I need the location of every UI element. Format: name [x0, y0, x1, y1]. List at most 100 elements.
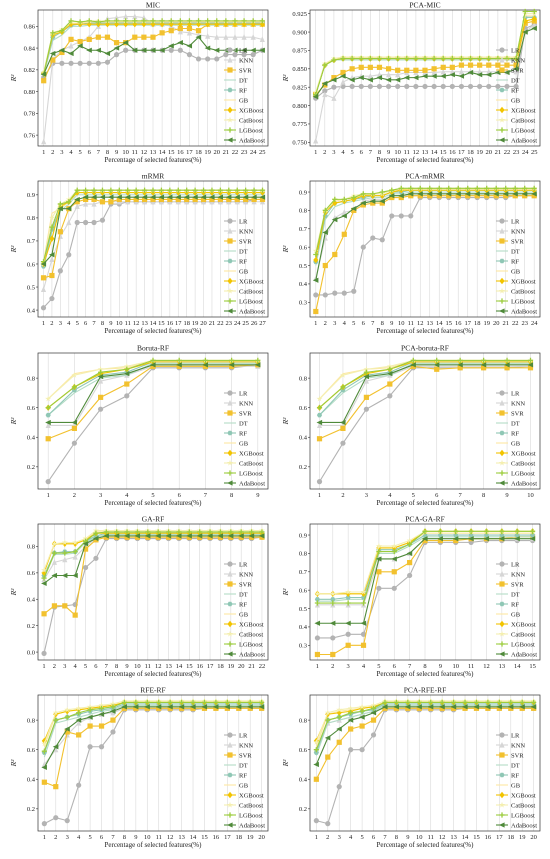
data-point [99, 217, 106, 223]
legend-label: DT [511, 591, 520, 598]
data-point [192, 187, 198, 193]
data-point [165, 533, 172, 539]
data-point [331, 95, 337, 101]
data-point [250, 47, 256, 53]
data-point [413, 67, 419, 73]
data-point [121, 705, 128, 711]
data-point [241, 47, 247, 53]
data-point [150, 187, 156, 193]
legend-marker [499, 410, 505, 416]
x-axis-label: Percentage of selected features(%) [105, 670, 203, 678]
data-point [512, 185, 518, 191]
legend-marker [499, 791, 505, 799]
data-point [483, 536, 490, 542]
data-point [212, 704, 219, 710]
data-point [93, 555, 99, 561]
data-point [166, 194, 173, 200]
legend-label: LR [239, 561, 248, 568]
data-point [340, 440, 346, 446]
data-point [71, 419, 77, 426]
data-point [201, 704, 208, 710]
data-point [484, 193, 490, 199]
x-tick-label: 1 [42, 149, 45, 156]
data-point [391, 544, 397, 552]
legend-label: LGBoost [511, 127, 535, 134]
data-point [241, 52, 247, 58]
series-line [319, 365, 531, 440]
data-point [480, 362, 487, 368]
legend-label: LR [511, 47, 520, 54]
data-point [255, 357, 261, 363]
data-point [345, 595, 351, 600]
x-tick-label: 2 [323, 149, 326, 156]
chart-title: PCA-MIC [409, 1, 440, 10]
data-point [184, 196, 190, 203]
x-tick-label: 18 [474, 320, 481, 327]
data-point [248, 529, 255, 535]
legend-label: DT [511, 77, 520, 84]
data-point [379, 200, 385, 206]
data-point [519, 705, 525, 711]
data-point [314, 635, 321, 641]
data-point [217, 529, 224, 535]
data-point [531, 705, 537, 711]
legend-marker [227, 430, 233, 436]
legend-marker [499, 67, 505, 73]
data-point [398, 185, 404, 191]
data-point [40, 71, 47, 77]
legend-label: LGBoost [511, 641, 535, 648]
data-point [345, 620, 351, 626]
plot-frame [309, 523, 541, 661]
data-point [176, 529, 182, 535]
data-point [99, 194, 106, 200]
data-point [464, 191, 471, 197]
x-tick-label: 5 [88, 834, 91, 841]
x-tick-label: 8 [378, 149, 381, 156]
data-point [223, 52, 229, 58]
legend-label: LGBoost [239, 812, 263, 819]
data-point [512, 191, 518, 197]
data-point [49, 256, 55, 262]
data-point [197, 529, 203, 535]
legend-label: LR [239, 218, 248, 225]
legend-marker [499, 470, 505, 476]
y-tick-label: 0.2 [299, 464, 307, 471]
data-point [376, 55, 383, 62]
data-point [150, 363, 156, 369]
plot-frame [37, 9, 269, 147]
legend-marker [499, 601, 505, 607]
legend-label: RF [239, 87, 247, 94]
y-tick-label: 0.6 [27, 405, 36, 412]
data-point [381, 704, 388, 710]
data-point [103, 533, 109, 539]
data-point [391, 556, 397, 562]
y-tick-label: 0.6 [27, 570, 36, 577]
x-tick-label: 19 [476, 149, 483, 156]
data-point [513, 66, 519, 72]
data-point [217, 187, 223, 193]
data-point [385, 77, 392, 83]
x-axis-label: Percentage of selected features(%) [377, 841, 475, 849]
data-point [531, 193, 537, 199]
data-point [51, 550, 58, 556]
data-point [519, 699, 525, 705]
data-point [427, 704, 434, 710]
series-svr [40, 196, 266, 281]
data-point [110, 704, 116, 710]
data-point [41, 779, 47, 785]
data-point [40, 305, 47, 311]
data-point [363, 366, 370, 372]
chart-title: RFE-RF [140, 686, 165, 695]
data-point [91, 187, 97, 193]
plot-frame [309, 352, 541, 490]
data-point [522, 17, 528, 25]
x-tick-label: 15 [473, 834, 480, 841]
data-point [407, 572, 413, 579]
data-point [177, 47, 183, 53]
data-point [449, 72, 455, 78]
legend-marker [499, 812, 505, 818]
legend-label: RF [239, 772, 247, 779]
x-tick-label: 9 [387, 149, 390, 156]
x-tick-label: 24 [250, 149, 257, 156]
data-point [62, 540, 68, 548]
